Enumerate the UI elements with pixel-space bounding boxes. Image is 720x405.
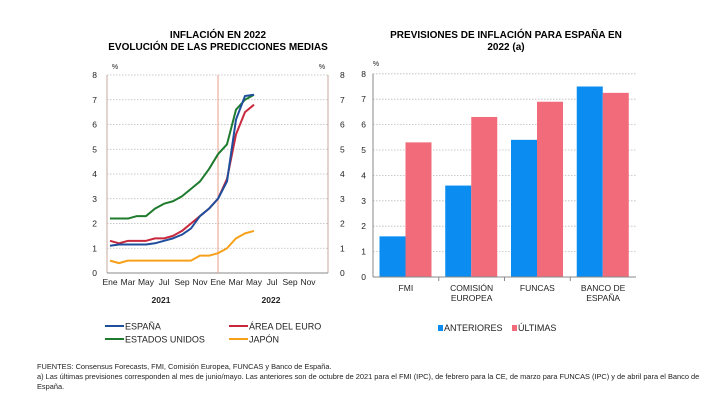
x-tick-label: Ene <box>102 277 117 287</box>
legend-swatch <box>512 325 517 331</box>
x-tick-label: Nov <box>192 277 208 287</box>
y-tick-label-right: 5 <box>340 144 345 154</box>
category-label: ESPAÑA <box>586 293 620 303</box>
y-unit: % <box>373 61 379 68</box>
y-tick-label-left: 6 <box>92 120 97 130</box>
y-tick-label: 4 <box>361 170 366 180</box>
category-label: EUROPEA <box>451 293 493 303</box>
x-tick-label: Mar <box>229 277 244 287</box>
y-tick-label-right: 3 <box>340 194 345 204</box>
bar-anteriores <box>576 86 603 277</box>
y-tick-label: 6 <box>361 120 366 130</box>
x-tick-label: Jul <box>159 277 170 287</box>
x-tick-label: Jul <box>267 277 278 287</box>
y-tick-label-left: 2 <box>92 219 97 229</box>
y-tick-label-left: 5 <box>92 144 97 154</box>
sources-note: FUENTES: Consensus Forecasts, FMI, Comis… <box>37 362 332 371</box>
y-tick-label: 3 <box>361 196 366 206</box>
y-tick-label: 1 <box>361 247 366 257</box>
y-tick-label-right: 7 <box>340 95 345 105</box>
series-line-3 <box>109 229 255 265</box>
x-tick-label: May <box>138 277 155 287</box>
year-label: 2021 <box>152 295 171 305</box>
series-line-0 <box>109 93 255 247</box>
y-tick-label: 8 <box>361 69 366 79</box>
y-tick-label-right: 2 <box>340 219 345 229</box>
bar-anteriores <box>445 185 472 277</box>
category-label: COMISIÓN <box>450 283 493 293</box>
legend-label: ESTADOS UNIDOS <box>125 335 205 345</box>
year-label: 2022 <box>262 295 281 305</box>
legend-label: ANTERIORES <box>444 323 503 333</box>
y-tick-label-right: 8 <box>340 70 345 80</box>
y-tick-label: 0 <box>361 272 366 282</box>
y-tick-label-left: 3 <box>92 194 97 204</box>
bar-anteriores <box>379 236 406 277</box>
y-tick-label-left: 8 <box>92 70 97 80</box>
x-tick-label: Nov <box>300 277 316 287</box>
category-label: BANCO DE <box>581 283 626 293</box>
y-tick-label-right: 1 <box>340 243 345 253</box>
y-tick-label: 7 <box>361 94 366 104</box>
category-label: FUNCAS <box>520 283 555 293</box>
y-tick-label-left: 1 <box>92 243 97 253</box>
x-tick-label: Sep <box>282 277 297 287</box>
notes: FUENTES: Consensus Forecasts, FMI, Comis… <box>37 362 707 392</box>
bar-chart-title: PREVISIONES DE INFLACIÓN PARA ESPAÑA EN <box>390 28 622 41</box>
footnote: a) Las últimas previsiones corresponden … <box>37 372 700 391</box>
y-unit-right: % <box>319 64 325 71</box>
bar-chart-title: 2022 (a) <box>487 42 524 53</box>
legend-label: ÁREA DEL EURO <box>249 322 321 332</box>
series-line-2 <box>110 93 255 220</box>
legend-label: JAPÓN <box>249 335 279 345</box>
x-tick-label: Sep <box>174 277 189 287</box>
bar-últimas <box>537 101 563 278</box>
y-tick-label-right: 6 <box>340 120 345 130</box>
y-tick-label-left: 0 <box>92 268 97 278</box>
bar-últimas <box>471 116 498 277</box>
legend-label: ÚLTIMAS <box>518 323 556 333</box>
legend-swatch <box>438 325 443 331</box>
x-tick-label: May <box>246 277 263 287</box>
bar-últimas <box>405 142 432 277</box>
y-tick-label: 2 <box>361 221 366 231</box>
y-tick-label-right: 0 <box>340 268 345 278</box>
x-tick-label: Ene <box>210 277 225 287</box>
y-unit-left: % <box>112 64 118 71</box>
line-chart-title: INFLACIÓN EN 2022 <box>170 28 267 41</box>
x-tick-label: Mar <box>121 277 136 287</box>
category-label: FMI <box>399 283 414 293</box>
y-tick-label-left: 7 <box>92 95 97 105</box>
y-tick-label: 5 <box>361 145 366 155</box>
bar-últimas <box>602 92 629 277</box>
bar-anteriores <box>511 139 537 277</box>
legend-label: ESPAÑA <box>125 322 161 332</box>
y-tick-label-right: 4 <box>340 169 345 179</box>
line-chart-title: EVOLUCIÓN DE LAS PREDICCIONES MEDIAS <box>108 40 328 53</box>
y-tick-label-left: 4 <box>92 169 97 179</box>
